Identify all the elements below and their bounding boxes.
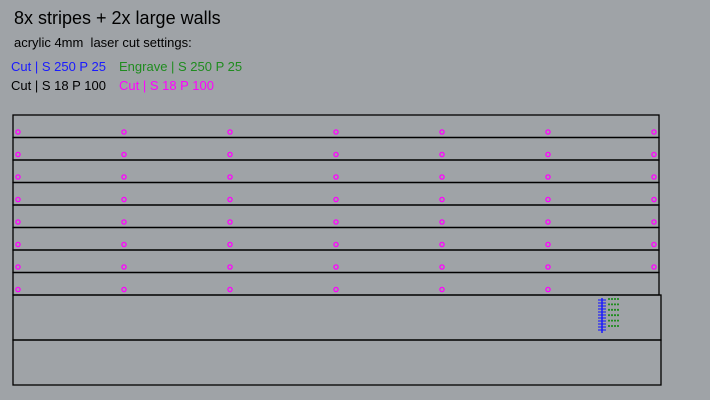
mount-hole [227,286,233,293]
mount-hole [545,286,551,293]
mount-hole [121,264,127,270]
mount-hole [227,241,233,248]
mount-hole [333,286,339,293]
mount-hole [15,219,21,225]
mount-hole [333,241,339,248]
mount-hole [545,129,551,135]
mount-hole [333,196,339,203]
setting-engrave-green: Engrave | S 250 P 25 [119,59,243,74]
material-subtitle: acrylic 4mm laser cut settings: [14,35,192,50]
large-wall-outline [12,339,662,386]
mount-hole [121,174,127,180]
mount-hole [651,264,657,270]
mount-hole [651,219,657,225]
mount-hole [15,264,21,270]
mount-hole [439,129,445,135]
large-wall-outline [12,294,662,341]
mount-hole [15,196,21,203]
mount-hole [15,151,21,158]
mount-hole [651,196,657,203]
mount-hole [439,151,445,158]
mount-hole [545,151,551,158]
mount-hole [333,264,339,270]
mount-hole [227,174,233,180]
mount-hole [227,151,233,158]
setting-cut-magenta: Cut | S 18 P 100 [119,78,214,93]
mount-hole [545,219,551,225]
mount-hole [651,151,657,158]
mount-hole [121,151,127,158]
mount-hole [439,219,445,225]
mount-hole [439,264,445,270]
mount-hole [121,241,127,248]
mount-hole [227,196,233,203]
page-title: 8x stripes + 2x large walls [14,8,221,28]
mount-hole [333,151,339,158]
mount-hole [15,241,21,248]
mount-hole [545,241,551,248]
mount-hole [651,174,657,180]
setting-cut-blue: Cut | S 250 P 25 [11,59,106,74]
mount-hole [333,174,339,180]
mount-hole [651,241,657,248]
mount-hole [15,286,21,293]
mount-hole [545,196,551,203]
mount-hole [227,219,233,225]
mount-hole [15,129,21,135]
mount-hole [545,174,551,180]
mount-hole [121,286,127,293]
mount-hole [439,286,445,293]
mount-hole [333,219,339,225]
mount-hole [439,174,445,180]
setting-cut-black: Cut | S 18 P 100 [11,78,106,93]
mount-hole [15,174,21,180]
mount-hole [333,129,339,135]
mount-hole [121,219,127,225]
mount-hole [121,196,127,203]
mount-hole [545,264,551,270]
mount-hole [439,196,445,203]
mount-hole [439,241,445,248]
mount-hole [227,264,233,270]
mount-hole [227,129,233,135]
mount-hole [651,129,657,135]
mount-hole [121,129,127,135]
